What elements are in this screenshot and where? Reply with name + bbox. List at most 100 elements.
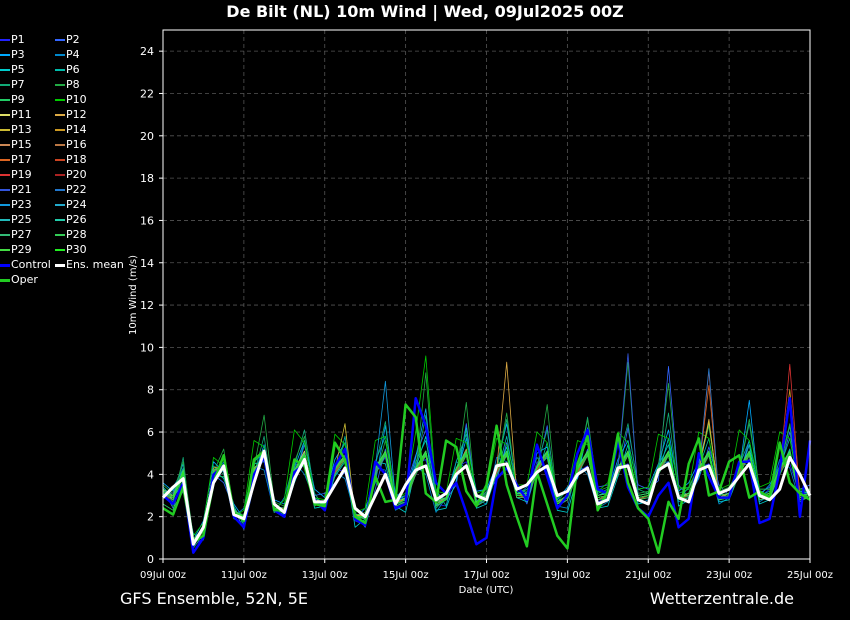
legend-label: P14	[66, 123, 87, 136]
legend-label: P11	[11, 108, 32, 121]
y-tick-label: 16	[140, 214, 154, 227]
legend-swatch	[55, 54, 65, 56]
legend-item: P13	[0, 122, 32, 137]
legend-item: P19	[0, 167, 32, 182]
legend-swatch	[55, 144, 65, 146]
y-tick-label: 14	[140, 257, 154, 270]
legend-swatch	[55, 234, 65, 236]
legend-item: P7	[0, 77, 25, 92]
legend-label: P18	[66, 153, 87, 166]
legend-item: P21	[0, 182, 32, 197]
legend-swatch	[55, 159, 65, 161]
legend-label: Control	[11, 258, 51, 271]
legend-item: P10	[55, 92, 87, 107]
x-tick-label: 13Jul 00z	[302, 570, 348, 581]
site-credit: Wetterzentrale.de	[649, 589, 794, 608]
y-tick-label: 12	[140, 299, 154, 312]
y-tick-label: 6	[147, 426, 154, 439]
legend-item: P23	[0, 197, 32, 212]
legend-item: P24	[55, 197, 87, 212]
legend-swatch	[0, 114, 10, 116]
legend-item: P18	[55, 152, 87, 167]
legend-item: P4	[55, 47, 80, 62]
legend-item: P30	[55, 242, 87, 257]
legend-swatch	[55, 84, 65, 86]
legend-label: P19	[11, 168, 32, 181]
legend-label: P25	[11, 213, 32, 226]
legend-label: P15	[11, 138, 32, 151]
legend-item: P3	[0, 47, 25, 62]
legend-label: P5	[11, 63, 25, 76]
x-tick-label: 19Jul 00z	[544, 570, 590, 581]
y-tick-label: 2	[147, 511, 154, 524]
legend-label: P8	[66, 78, 80, 91]
legend-label: P6	[66, 63, 80, 76]
series-line-ens-mean	[161, 449, 812, 546]
legend-item: Oper	[0, 272, 38, 287]
legend-label: P17	[11, 153, 32, 166]
x-tick-label: 15Jul 00z	[383, 570, 429, 581]
legend-label: P21	[11, 183, 32, 196]
y-tick-label: 0	[147, 553, 154, 566]
legend-swatch	[55, 129, 65, 131]
legend-swatch	[0, 174, 10, 176]
legend-item: P26	[55, 212, 87, 227]
legend-swatch	[0, 278, 10, 282]
legend-label: P4	[66, 48, 80, 61]
x-axis-label: Date (UTC)	[459, 585, 514, 596]
x-tick-label: 23Jul 00z	[706, 570, 752, 581]
legend-item: P16	[55, 137, 87, 152]
legend-label: P1	[11, 33, 25, 46]
legend-label: P16	[66, 138, 87, 151]
legend-item: P22	[55, 182, 87, 197]
legend-swatch	[0, 129, 10, 131]
legend-swatch	[0, 189, 10, 191]
legend-item: P27	[0, 227, 32, 242]
legend-item: P11	[0, 107, 32, 122]
legend-swatch	[55, 204, 65, 206]
legend-label: P28	[66, 228, 87, 241]
series-lines	[161, 353, 812, 554]
x-tick-label: 25Jul 00z	[787, 570, 833, 581]
legend-label: P10	[66, 93, 87, 106]
legend-swatch	[0, 84, 10, 86]
legend-label: P20	[66, 168, 87, 181]
model-source-label: GFS Ensemble, 52N, 5E	[120, 589, 308, 608]
x-tick-label: 09Jul 00z	[140, 570, 186, 581]
legend-swatch	[55, 39, 65, 41]
legend-label: P7	[11, 78, 25, 91]
legend-item: P9	[0, 92, 25, 107]
legend-label: P3	[11, 48, 25, 61]
legend-item: P25	[0, 212, 32, 227]
legend-swatch	[55, 174, 65, 176]
legend-label: P30	[66, 243, 87, 256]
legend-swatch	[0, 39, 10, 41]
legend-label: P27	[11, 228, 32, 241]
legend-label: P24	[66, 198, 87, 211]
legend-swatch	[55, 69, 65, 71]
legend-item: P29	[0, 242, 32, 257]
x-tick-label: 21Jul 00z	[625, 570, 671, 581]
legend-item: Control	[0, 257, 51, 272]
y-tick-label: 4	[147, 468, 154, 481]
legend-label: P29	[11, 243, 32, 256]
y-tick-label: 10	[140, 341, 154, 354]
legend-swatch	[55, 189, 65, 191]
legend-item: P8	[55, 77, 80, 92]
y-tick-label: 22	[140, 87, 154, 100]
legend-swatch	[0, 204, 10, 206]
x-tick-label: 11Jul 00z	[221, 570, 267, 581]
chart-title: De Bilt (NL) 10m Wind | Wed, 09Jul2025 0…	[226, 2, 624, 21]
legend-item: Ens. mean	[55, 257, 124, 272]
legend-item: P17	[0, 152, 32, 167]
x-tick-label: 17Jul 00z	[464, 570, 510, 581]
legend-swatch	[0, 54, 10, 56]
legend-swatch	[0, 249, 10, 251]
legend-label: P26	[66, 213, 87, 226]
legend-swatch	[0, 69, 10, 71]
legend-item: P1	[0, 32, 25, 47]
y-tick-label: 20	[140, 130, 154, 143]
x-axis-ticks: 09Jul 00z 11Jul 00z 13Jul 00z 15Jul 00z 17Ju…	[140, 559, 833, 581]
